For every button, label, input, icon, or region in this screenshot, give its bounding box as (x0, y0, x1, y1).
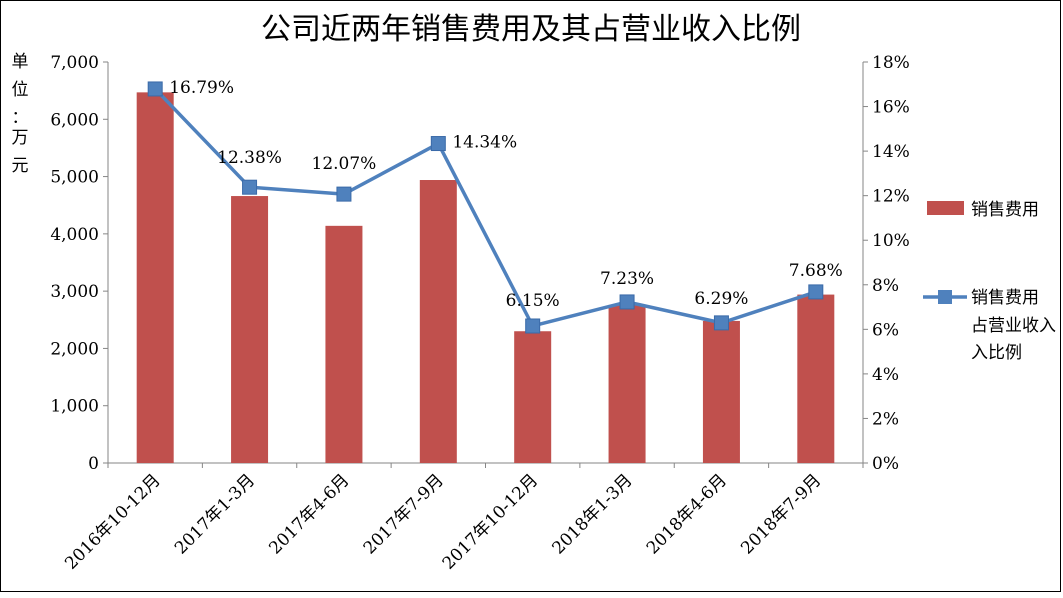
y-right-tick-label: 10% (872, 231, 910, 251)
y-axis-unit-char: 位 (12, 80, 29, 100)
data-labels: 16.79% 12.38% 12.07% 14.34% 6.15% 7.23% 6.29% 7… (169, 78, 843, 311)
category-label-0: 2016年10-12月 (61, 470, 164, 573)
line-marker-3 (430, 136, 446, 152)
bar-3 (419, 180, 457, 463)
y-left-tick-label: 0 (88, 454, 99, 474)
y-axis-left-ticks: 0 1,000 2,000 3,000 4,000 5,000 6,000 7,000 (50, 53, 108, 474)
data-label-2: 12.07% (312, 154, 377, 174)
legend-label-bar: 销售费用 (971, 200, 1039, 220)
bar-2 (325, 225, 363, 463)
data-label-5: 7.23% (600, 269, 654, 289)
line-marker-5 (619, 294, 635, 310)
bar-4 (514, 331, 552, 463)
line-marker-1 (242, 179, 258, 195)
line-marker-2 (336, 186, 352, 202)
y-axis-unit-char: ： (12, 108, 29, 128)
data-label-6: 6.29% (694, 289, 748, 309)
legend-swatch-bar (927, 201, 964, 215)
data-label-3: 14.34% (452, 133, 517, 153)
axes (107, 62, 864, 468)
y-axis-unit-char: 单 (12, 52, 29, 72)
bar-5 (608, 304, 646, 463)
line-marker-0 (147, 81, 163, 97)
bar-1 (231, 196, 269, 463)
category-label-3: 2017年7-9月 (360, 470, 448, 558)
line-marker-4 (525, 318, 541, 334)
y-right-tick-label: 0% (872, 454, 899, 474)
line-marker-6 (713, 315, 729, 331)
category-label-2: 2017年4-6月 (265, 470, 353, 558)
y-right-tick-label: 16% (872, 98, 910, 118)
y-right-tick-label: 12% (872, 187, 910, 207)
bar-7 (797, 294, 835, 463)
legend-label-line-1: 占营业收入 (971, 316, 1056, 336)
chart-title: 公司近两年销售费用及其占营业收入比例 (261, 12, 801, 47)
y-axis-unit-char: 万 (12, 128, 29, 148)
data-label-0: 16.79% (169, 78, 234, 98)
category-label-6: 2018年4-6月 (643, 470, 731, 558)
y-right-tick-label: 8% (872, 276, 899, 296)
x-axis-category-labels: 2016年10-12月 2017年1-3月 2017年4-6月 2017年7-9月20… (61, 470, 825, 573)
legend-label-line-2: 入比例 (971, 343, 1022, 363)
y-axis-unit-label: 单位 ：万元 (12, 52, 29, 176)
y-right-tick-label: 18% (872, 53, 910, 73)
legend-label-line-0: 销售费用 (971, 288, 1039, 308)
y-left-tick-label: 7,000 (50, 53, 99, 73)
y-axis-unit-char: 元 (12, 156, 29, 176)
data-label-4: 6.15% (506, 291, 560, 311)
category-label-4: 2017年10-12月 (439, 470, 542, 573)
y-left-tick-label: 6,000 (50, 110, 99, 130)
legend-swatch-marker (938, 290, 952, 304)
y-left-tick-label: 5,000 (50, 168, 99, 188)
category-label-5: 2018年1-3月 (548, 470, 636, 558)
data-label-1: 12.38% (217, 148, 282, 168)
y-right-tick-label: 4% (872, 365, 899, 385)
bar-0 (136, 92, 174, 464)
bar-6 (702, 320, 740, 463)
category-label-7: 2018年7-9月 (737, 470, 825, 558)
y-left-tick-label: 3,000 (50, 282, 99, 302)
category-label-1: 2017年1-3月 (171, 470, 259, 558)
data-label-7: 7.68% (789, 261, 843, 281)
line-marker-7 (808, 284, 824, 300)
y-left-tick-label: 4,000 (50, 225, 99, 245)
line-series (147, 81, 824, 334)
y-left-tick-label: 1,000 (50, 397, 99, 417)
line-path (153, 87, 817, 328)
y-right-tick-label: 6% (872, 320, 899, 340)
y-right-tick-label: 14% (872, 142, 910, 162)
y-left-tick-label: 2,000 (50, 339, 99, 359)
bar-series (136, 92, 835, 464)
y-right-tick-label: 2% (872, 409, 899, 429)
y-axis-right-ticks: 0% 2% 4% 6% 8% 10% 12% 14% 16% 18% (863, 53, 910, 474)
